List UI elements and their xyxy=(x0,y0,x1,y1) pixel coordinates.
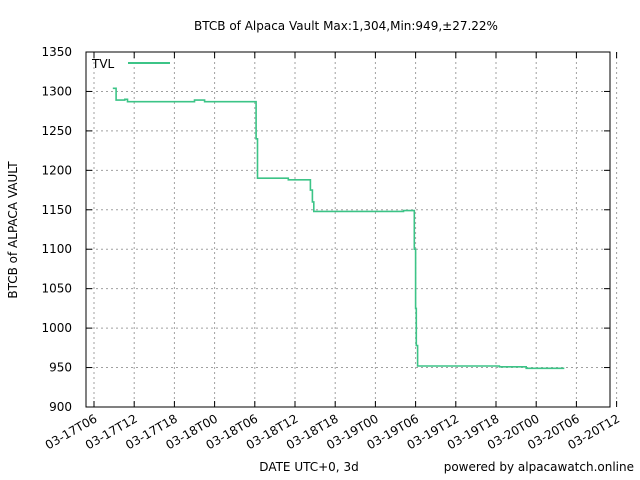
y-tick-label: 1250 xyxy=(41,124,72,138)
y-tick-label: 950 xyxy=(49,361,72,375)
y-tick-label: 1100 xyxy=(41,242,72,256)
x-axis-label: DATE UTC+0, 3d xyxy=(259,460,358,474)
series-line-tvl xyxy=(112,87,565,370)
legend-label-tvl: TVL xyxy=(91,57,115,71)
y-tick-label: 1000 xyxy=(41,321,72,335)
chart-title: BTCB of Alpaca Vault Max:1,304,Min:949,±… xyxy=(194,19,498,33)
y-tick-label: 1150 xyxy=(41,203,72,217)
legend: TVL xyxy=(91,57,170,71)
y-tick-label: 1050 xyxy=(41,282,72,296)
y-tick-label: 1350 xyxy=(41,45,72,59)
y-tick-label: 1200 xyxy=(41,163,72,177)
series-layer xyxy=(112,87,565,370)
footer-credit: powered by alpacawatch.online xyxy=(444,460,634,474)
grid-layer xyxy=(86,52,618,407)
y-tick-label: 900 xyxy=(49,400,72,414)
y-axis-label: BTCB of ALPACA VAULT xyxy=(6,161,20,299)
y-tick-label: 1300 xyxy=(41,84,72,98)
plot-frame xyxy=(85,51,611,408)
